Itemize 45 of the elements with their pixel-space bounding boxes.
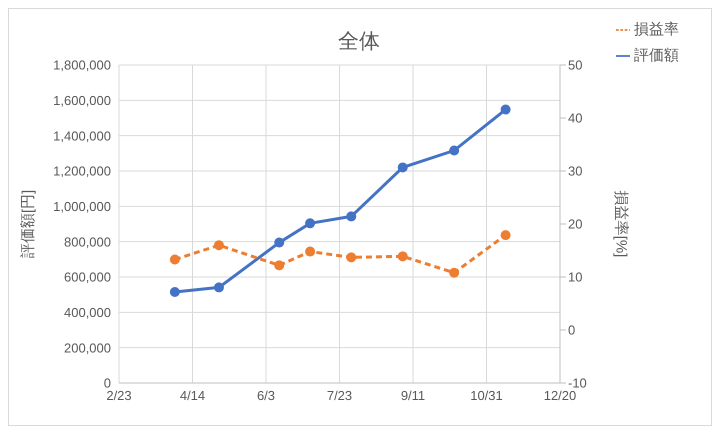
- point: [346, 252, 356, 262]
- point: [449, 268, 460, 278]
- y2-axis-title: 損益率[%]: [612, 190, 630, 258]
- y-tick-label: 1,600,000: [53, 92, 111, 108]
- legend-label: 評価額: [634, 47, 679, 64]
- y2-tick-label: 40: [568, 110, 582, 126]
- y-tick-label: 800,000: [64, 234, 111, 250]
- point: [305, 218, 316, 228]
- x-tick-label: 12/20: [544, 388, 576, 404]
- y-tick-label: 1,400,000: [53, 128, 111, 144]
- point: [170, 254, 180, 265]
- point: [398, 162, 408, 172]
- x-tick-label: 10/31: [470, 388, 503, 404]
- x-tick-label: 6/3: [256, 388, 276, 404]
- x-tick-label: 4/14: [180, 388, 206, 404]
- y-tick-label: 0: [104, 376, 111, 391]
- y2-tick-label: -10: [568, 376, 587, 391]
- y-tick-label: 1,200,000: [53, 164, 111, 179]
- x-tick-label: 2/23: [106, 388, 132, 404]
- y2-tick-label: 0: [568, 322, 576, 338]
- y2-tick-label: 10: [568, 270, 582, 285]
- point: [346, 211, 356, 222]
- x-tick-label: 7/23: [326, 388, 352, 404]
- y2-tick-label: 50: [568, 58, 582, 73]
- point: [500, 230, 511, 240]
- y-tick-label: 200,000: [64, 340, 111, 356]
- point: [214, 240, 224, 250]
- point: [449, 146, 460, 156]
- legend-label: 損益率: [634, 21, 679, 38]
- point: [305, 246, 316, 257]
- x-tick-label: 9/11: [400, 388, 426, 404]
- y-axis-title: 評価額[円]: [19, 190, 36, 258]
- point: [214, 282, 224, 292]
- y2-tick-label: 20: [568, 216, 582, 232]
- y-tick-label: 1,000,000: [53, 198, 111, 214]
- point: [274, 260, 284, 270]
- point: [500, 104, 511, 115]
- point: [274, 238, 284, 248]
- chart-title: 全体: [338, 30, 380, 53]
- point: [170, 287, 180, 298]
- y-tick-label: 400,000: [64, 304, 111, 320]
- y2-tick-label: 30: [568, 164, 582, 179]
- y-tick-label: 600,000: [64, 270, 111, 285]
- point: [398, 251, 408, 262]
- y-tick-label: 1,800,000: [53, 58, 111, 73]
